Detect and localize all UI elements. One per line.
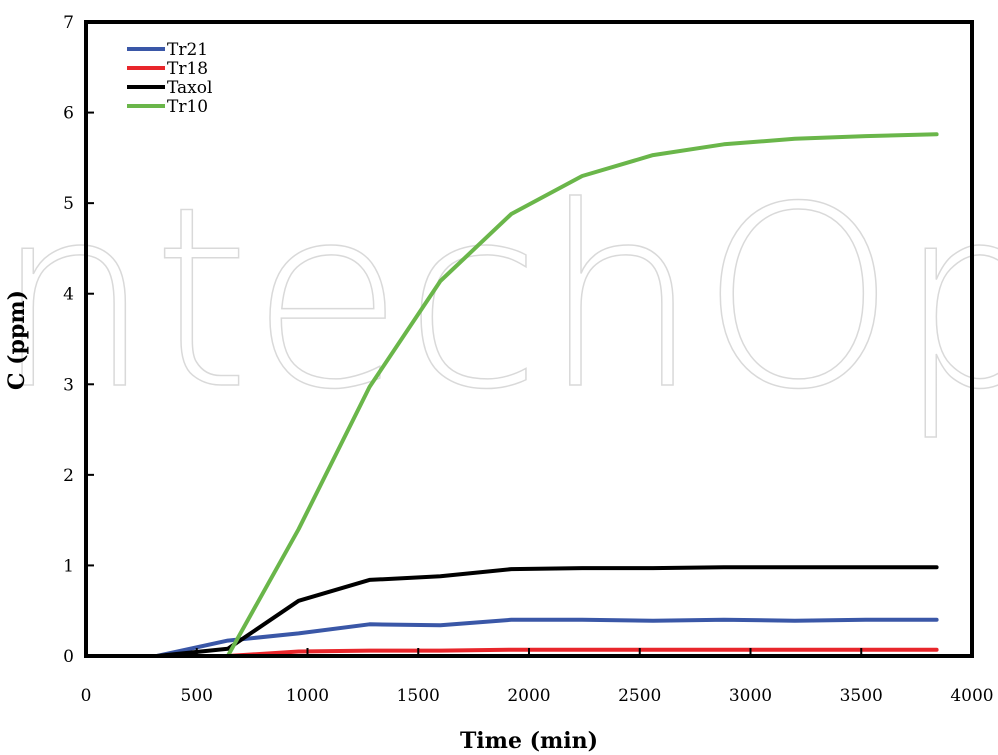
y-tick-label: 4 [63,285,74,305]
legend-label-taxol: Taxol [167,78,212,98]
x-tick-label: 3000 [729,686,772,706]
x-tick-label: 4000 [950,686,993,706]
x-tick-label: 2500 [618,686,661,706]
watermark-text: IntechOpen [0,153,998,444]
y-tick-label: 6 [63,104,74,124]
y-tick-label: 3 [63,375,74,395]
y-tick-label: 1 [63,556,74,576]
y-axis-title: C (ppm) [4,290,30,390]
y-tick-label: 2 [63,466,74,486]
y-tick-label: 7 [63,13,74,33]
legend-label-tr21: Tr21 [167,40,208,60]
x-tick-label: 1500 [397,686,440,706]
y-tick-label: 5 [63,194,74,214]
x-tick-label: 1000 [286,686,329,706]
x-tick-label: 0 [81,686,92,706]
x-tick-label: 500 [181,686,213,706]
x-axis-title: Time (min) [460,728,598,754]
x-tick-label: 2000 [507,686,550,706]
legend-label-tr10: Tr10 [167,97,208,117]
y-tick-label: 0 [63,647,74,667]
x-tick-label: 3500 [840,686,883,706]
legend-label-tr18: Tr18 [167,59,208,79]
